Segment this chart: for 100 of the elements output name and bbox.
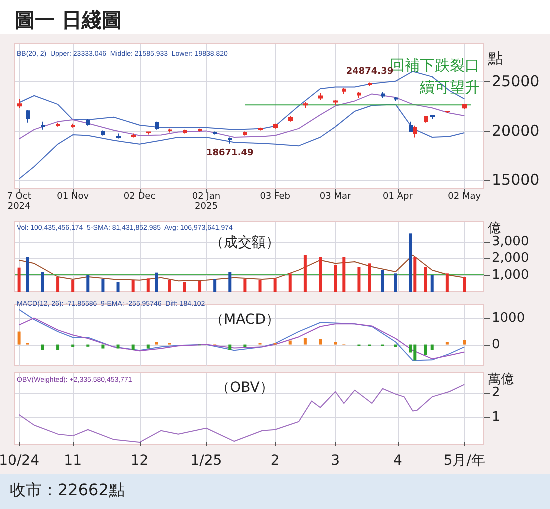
x-tick-label: 02 May [448, 192, 482, 202]
bar [132, 280, 135, 292]
x-tick-label: 5月/年 [444, 453, 486, 469]
candlestick [86, 118, 90, 126]
bar [318, 339, 322, 345]
bar [446, 342, 449, 345]
bar [463, 340, 466, 345]
bar [446, 274, 449, 292]
x-tick-label: 12 [130, 453, 149, 469]
bar [183, 282, 186, 292]
candlestick [228, 137, 232, 144]
bar [18, 268, 21, 292]
line-series [18, 254, 466, 282]
bar [18, 332, 21, 345]
bar [358, 267, 361, 292]
bar [41, 272, 44, 292]
chart-title: （OBV） [216, 380, 274, 396]
bar [430, 275, 434, 292]
bar [228, 344, 232, 350]
annotation: 24874.39 [346, 67, 394, 78]
candlestick [413, 125, 417, 138]
candlestick [258, 127, 263, 132]
candlestick [357, 92, 361, 99]
bar [56, 344, 60, 350]
y-tick-label: 2,000 [492, 251, 530, 266]
chart-title: 圖一 日綫圖 [15, 8, 122, 32]
candlestick [409, 121, 413, 132]
text: （成交額） [210, 235, 280, 251]
bar [56, 277, 60, 292]
bar [116, 282, 120, 292]
candlestick [26, 110, 30, 124]
candlestick [394, 96, 398, 102]
bar [116, 344, 120, 349]
bar [409, 234, 412, 292]
bar [155, 272, 158, 292]
bar [342, 257, 346, 292]
candlestick [131, 133, 136, 138]
bar [304, 338, 307, 345]
candlestick [168, 128, 172, 134]
y-tick-label: 0 [492, 337, 500, 352]
x-tick-label: 01 Apr [383, 192, 414, 202]
candlestick [183, 129, 187, 134]
bar [198, 281, 202, 292]
y-tick-label: 1000 [492, 310, 526, 326]
bar [424, 267, 428, 292]
text: （MACD） [210, 312, 280, 328]
bar [214, 280, 217, 292]
candlestick [288, 116, 293, 122]
bar [274, 278, 277, 292]
x-tick-label: 01 Nov [57, 192, 90, 202]
candlestick [318, 92, 323, 101]
x-tick-label: 7 Oct 2024 [7, 192, 32, 212]
y-axis-title: 億 [488, 222, 501, 237]
bar [41, 344, 44, 350]
y-tick-label: 20000 [492, 122, 540, 140]
y-tick-label: 1,000 [492, 268, 530, 283]
bar [288, 274, 292, 292]
bar [26, 257, 30, 292]
candlestick [198, 128, 202, 132]
x-tick-label: 3 [331, 453, 340, 469]
x-tick-label: 10/24 [0, 453, 40, 469]
bar [318, 257, 322, 292]
bar [168, 280, 172, 292]
x-tick-label: 02 Dec [124, 192, 156, 202]
candlestick [17, 98, 22, 109]
bar [414, 257, 417, 292]
line-series [18, 309, 466, 362]
line-series [18, 94, 466, 140]
annotation: 18671.49 [206, 148, 254, 158]
candlestick [368, 82, 372, 87]
bar [244, 344, 247, 348]
candlestick [243, 131, 247, 136]
bar [394, 344, 398, 348]
bar [102, 280, 105, 292]
y-tick-label: 3,000 [492, 234, 530, 250]
bar [368, 264, 372, 292]
x-tick-label: 2 [270, 453, 280, 469]
bar [258, 280, 262, 292]
line-series [18, 104, 466, 180]
candlestick [462, 104, 467, 110]
bar [244, 280, 247, 292]
candlestick [71, 123, 75, 128]
bar [102, 344, 105, 349]
candlestick [56, 122, 60, 128]
candlestick [303, 102, 308, 109]
bar [72, 280, 75, 292]
bar [288, 340, 292, 345]
candlestick [273, 123, 278, 130]
candlestick [101, 130, 105, 136]
candlestick [333, 100, 338, 106]
bar [334, 265, 338, 292]
x-tick-label: 11 [64, 453, 82, 469]
candlestick [213, 131, 217, 136]
bar [146, 278, 150, 292]
bar [430, 344, 434, 350]
y-tick-label: 1 [492, 410, 500, 426]
y-axis-title: 萬億 [488, 372, 514, 388]
candlestick [155, 121, 159, 130]
bar [146, 344, 150, 349]
bar [381, 270, 384, 292]
